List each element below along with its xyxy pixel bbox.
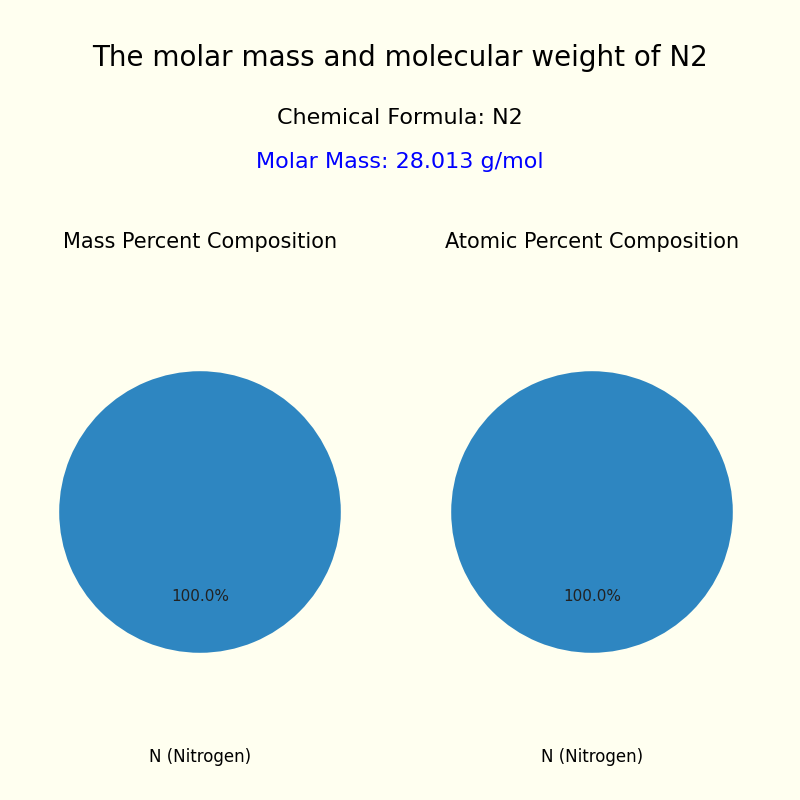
Text: N (Nitrogen): N (Nitrogen) bbox=[541, 748, 643, 766]
Text: N (Nitrogen): N (Nitrogen) bbox=[149, 748, 251, 766]
Text: Mass Percent Composition: Mass Percent Composition bbox=[63, 232, 337, 252]
Wedge shape bbox=[451, 371, 733, 653]
Text: 100.0%: 100.0% bbox=[171, 589, 229, 604]
Text: The molar mass and molecular weight of N2: The molar mass and molecular weight of N… bbox=[92, 44, 708, 72]
Text: 100.0%: 100.0% bbox=[563, 589, 621, 604]
Text: Chemical Formula: N2: Chemical Formula: N2 bbox=[277, 108, 523, 128]
Text: Molar Mass: 28.013 g/mol: Molar Mass: 28.013 g/mol bbox=[256, 152, 544, 172]
Wedge shape bbox=[59, 371, 341, 653]
Text: Atomic Percent Composition: Atomic Percent Composition bbox=[445, 232, 739, 252]
